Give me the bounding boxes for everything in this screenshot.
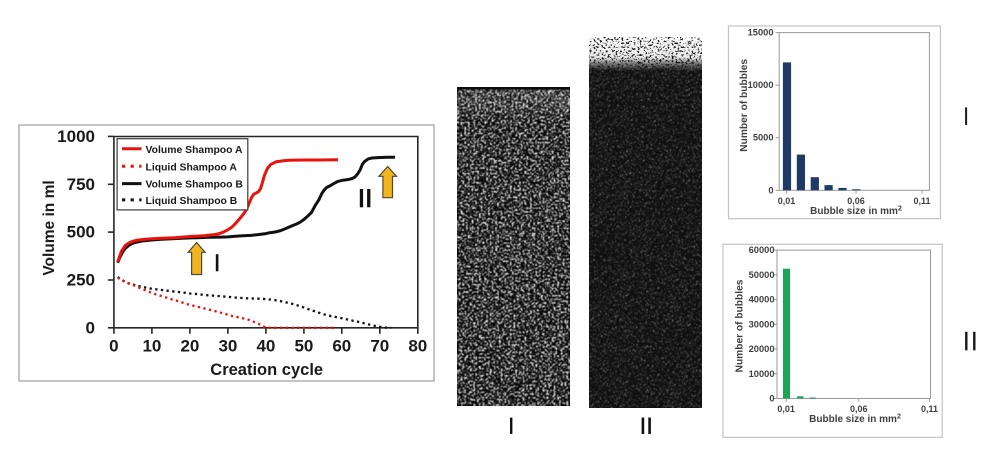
svg-text:Creation cycle: Creation cycle [210,361,323,379]
svg-text:Bubble size in mm2: Bubble size in mm2 [810,206,902,218]
svg-text:Liquid Shampoo A: Liquid Shampoo A [146,162,238,173]
svg-text:Number of bubbles: Number of bubbles [739,59,750,152]
svg-text:50: 50 [294,337,313,356]
svg-text:0,01: 0,01 [778,196,796,206]
svg-text:Liquid Shampoo B: Liquid Shampoo B [146,196,238,207]
svg-text:40: 40 [256,337,275,356]
svg-text:80: 80 [408,337,427,356]
svg-text:0: 0 [86,318,95,337]
svg-text:0,06: 0,06 [850,404,868,414]
svg-text:40000: 40000 [749,295,775,305]
svg-text:50000: 50000 [749,270,775,280]
svg-text:Bubble size in mm2: Bubble size in mm2 [809,414,901,426]
svg-text:60: 60 [332,337,351,356]
svg-text:20: 20 [180,337,199,356]
svg-text:Volume Shampoo B: Volume Shampoo B [146,180,244,191]
svg-text:0: 0 [769,394,774,404]
svg-text:Volume Shampoo A: Volume Shampoo A [146,145,243,156]
svg-text:1000: 1000 [57,127,95,146]
svg-text:Number of bubbles: Number of bubbles [735,279,746,372]
svg-text:20000: 20000 [749,344,775,354]
svg-text:500: 500 [67,223,95,242]
svg-text:5000: 5000 [753,133,774,143]
svg-text:70: 70 [370,337,389,356]
svg-text:0,11: 0,11 [921,404,938,414]
svg-text:750: 750 [67,175,95,194]
svg-text:0,11: 0,11 [913,196,930,206]
svg-text:60000: 60000 [749,245,775,255]
svg-text:10000: 10000 [748,80,774,90]
svg-text:0: 0 [768,185,773,195]
svg-text:Volume in ml: Volume in ml [41,180,58,275]
svg-text:0,01: 0,01 [777,404,795,414]
svg-text:15000: 15000 [748,28,774,38]
svg-text:250: 250 [67,271,95,290]
svg-text:0,06: 0,06 [847,196,865,206]
svg-text:0: 0 [109,337,118,356]
svg-text:30000: 30000 [749,319,775,329]
svg-text:30: 30 [218,337,237,356]
svg-text:10000: 10000 [749,369,775,379]
svg-text:10: 10 [142,337,161,356]
